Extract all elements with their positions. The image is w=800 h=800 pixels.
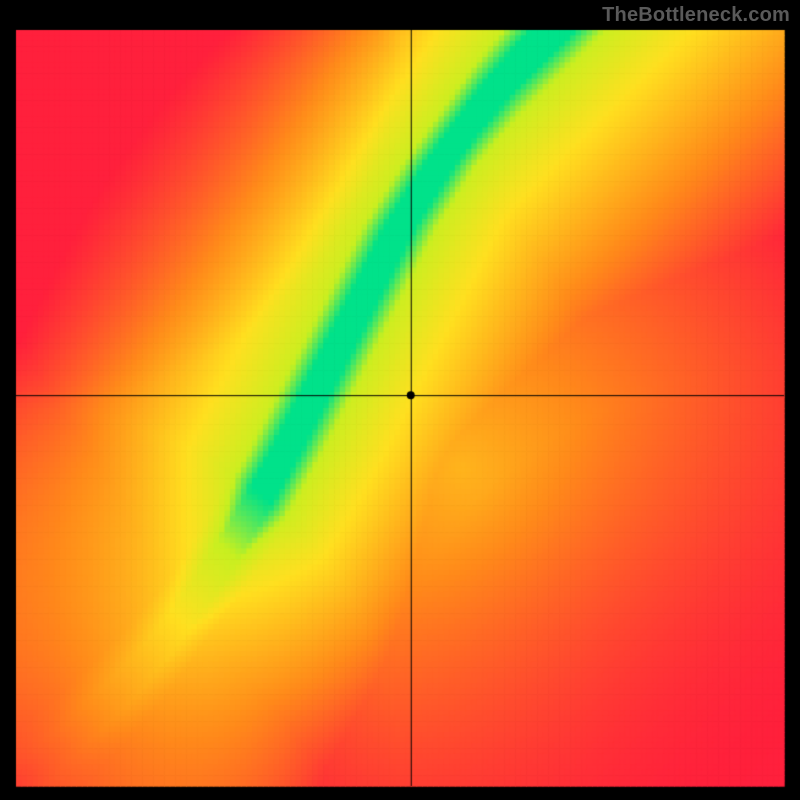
- watermark-text: TheBottleneck.com: [602, 4, 790, 27]
- heatmap-canvas: [0, 0, 800, 800]
- chart-container: TheBottleneck.com: [0, 0, 800, 800]
